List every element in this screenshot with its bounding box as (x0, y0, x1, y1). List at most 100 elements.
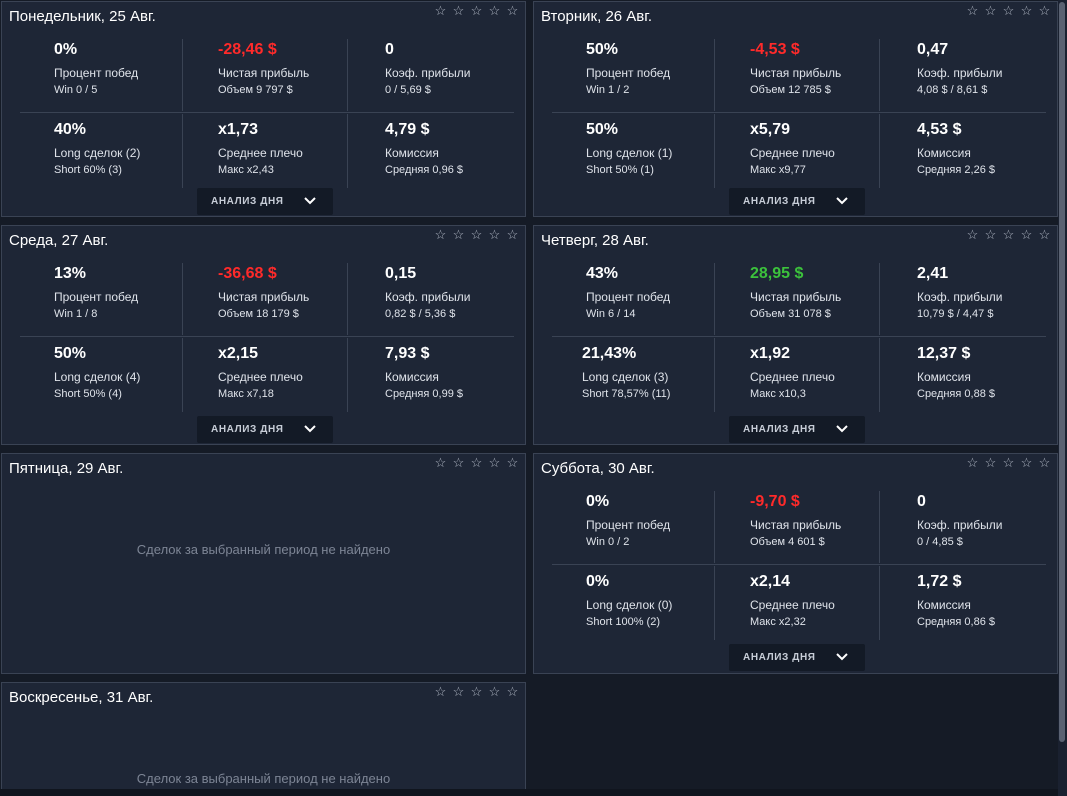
long-pct-value: 40% (54, 121, 87, 138)
day-analysis-label: АНАЛИЗ ДНЯ (743, 652, 816, 663)
star-icon[interactable]: ☆ (452, 3, 466, 18)
star-icon[interactable]: ☆ (1038, 3, 1052, 18)
star-icon[interactable]: ☆ (470, 684, 484, 699)
day-title: Воскресенье, 31 Авг. (9, 689, 154, 706)
star-icon[interactable]: ☆ (506, 684, 520, 699)
long-pct-value: 0% (586, 573, 610, 590)
profit-factor-metric: 0,15 Коэф. прибыли 0,82 $ / 5,36 $ (351, 260, 516, 332)
star-icon[interactable]: ☆ (1020, 227, 1034, 242)
star-icon[interactable]: ☆ (966, 455, 980, 470)
star-icon[interactable]: ☆ (984, 3, 998, 18)
star-icon[interactable]: ☆ (434, 3, 448, 18)
star-icon[interactable]: ☆ (488, 455, 502, 470)
net-profit-label: Чистая прибыль (218, 290, 310, 304)
profit-factor-value: 2,41 (917, 265, 949, 282)
net-profit-value: -4,53 $ (750, 41, 800, 58)
rating-stars: ☆ ☆ ☆ ☆ ☆ (964, 455, 1054, 471)
net-profit-value: -9,70 $ (750, 493, 800, 510)
star-icon[interactable]: ☆ (488, 227, 502, 242)
net-profit-metric: -36,68 $ Чистая прибыль Объем 18 179 $ (185, 260, 350, 332)
star-icon[interactable]: ☆ (470, 455, 484, 470)
day-analysis-button[interactable]: АНАЛИЗ ДНЯ (197, 416, 333, 443)
day-analysis-label: АНАЛИЗ ДНЯ (211, 196, 284, 207)
star-icon[interactable]: ☆ (1038, 455, 1052, 470)
day-analysis-button[interactable]: АНАЛИЗ ДНЯ (197, 188, 333, 215)
star-icon[interactable]: ☆ (506, 455, 520, 470)
win-rate-value: 13% (54, 265, 87, 282)
rating-stars: ☆ ☆ ☆ ☆ ☆ (432, 684, 522, 700)
max-leverage-sub: Макс x7,18 (218, 388, 274, 400)
star-icon[interactable]: ☆ (1002, 227, 1016, 242)
star-icon[interactable]: ☆ (1002, 455, 1016, 470)
net-profit-metric: -9,70 $ Чистая прибыль Объем 4 601 $ (717, 488, 882, 560)
star-icon[interactable]: ☆ (452, 684, 466, 699)
profit-factor-label: Коэф. прибыли (917, 290, 1003, 304)
empty-state-message: Сделок за выбранный период не найдено (136, 771, 391, 786)
leverage-label: Среднее плечо (218, 146, 303, 160)
avg-fee-sub: Средняя 0,88 $ (917, 388, 995, 400)
profit-factor-sub: 10,79 $ / 4,47 $ (917, 308, 994, 320)
leverage-metric: x2,14 Среднее плечо Макс x2,32 (717, 568, 882, 640)
star-icon[interactable]: ☆ (966, 3, 980, 18)
long-trades-metric: 0% Long сделок (0) Short 100% (2) (552, 568, 717, 640)
long-trades-metric: 50% Long сделок (1) Short 50% (1) (552, 116, 717, 188)
rating-stars: ☆ ☆ ☆ ☆ ☆ (964, 227, 1054, 243)
vertical-scrollbar[interactable] (1058, 0, 1067, 796)
star-icon[interactable]: ☆ (434, 684, 448, 699)
star-icon[interactable]: ☆ (470, 227, 484, 242)
scrollbar-thumb[interactable] (1059, 2, 1065, 742)
star-icon[interactable]: ☆ (434, 227, 448, 242)
day-analysis-button[interactable]: АНАЛИЗ ДНЯ (729, 188, 865, 215)
star-icon[interactable]: ☆ (506, 3, 520, 18)
day-title: Четверг, 28 Авг. (541, 232, 649, 249)
profit-factor-sub: 4,08 $ / 8,61 $ (917, 84, 988, 96)
profit-factor-label: Коэф. прибыли (385, 66, 471, 80)
metrics-grid: 43% Процент побед Win 6 / 14 28,95 $ Чис… (552, 260, 1048, 415)
fee-value: 7,93 $ (385, 345, 430, 362)
star-icon[interactable]: ☆ (1002, 3, 1016, 18)
net-profit-value: 28,95 $ (750, 265, 804, 282)
star-icon[interactable]: ☆ (434, 455, 448, 470)
star-icon[interactable]: ☆ (452, 227, 466, 242)
fee-value: 4,53 $ (917, 121, 962, 138)
profit-factor-metric: 0 Коэф. прибыли 0 / 4,85 $ (883, 488, 1048, 560)
profit-factor-sub: 0 / 5,69 $ (385, 84, 431, 96)
star-icon[interactable]: ☆ (1020, 3, 1034, 18)
net-profit-label: Чистая прибыль (750, 66, 842, 80)
long-trades-label: Long сделок (0) (586, 598, 673, 612)
day-card-saturday: Суббота, 30 Авг. ☆ ☆ ☆ ☆ ☆ 0% Процент побед … (533, 453, 1058, 674)
day-title: Среда, 27 Авг. (9, 232, 109, 249)
metrics-grid: 13% Процент побед Win 1 / 8 -36,68 $ Чис… (20, 260, 516, 415)
leverage-metric: x2,15 Среднее плечо Макс x7,18 (185, 340, 350, 412)
star-icon[interactable]: ☆ (984, 227, 998, 242)
fee-value: 1,72 $ (917, 573, 962, 590)
long-trades-label: Long сделок (4) (54, 370, 141, 384)
fee-metric: 4,53 $ Комиссия Средняя 2,26 $ (883, 116, 1048, 188)
net-profit-label: Чистая прибыль (218, 66, 310, 80)
star-icon[interactable]: ☆ (488, 684, 502, 699)
long-trades-label: Long сделок (2) (54, 146, 141, 160)
star-icon[interactable]: ☆ (506, 227, 520, 242)
star-icon[interactable]: ☆ (488, 3, 502, 18)
day-analysis-button[interactable]: АНАЛИЗ ДНЯ (729, 416, 865, 443)
star-icon[interactable]: ☆ (452, 455, 466, 470)
win-rate-metric: 50% Процент побед Win 1 / 2 (552, 36, 717, 108)
day-analysis-button[interactable]: АНАЛИЗ ДНЯ (729, 644, 865, 671)
star-icon[interactable]: ☆ (1020, 455, 1034, 470)
fee-label: Комиссия (917, 598, 971, 612)
star-icon[interactable]: ☆ (966, 227, 980, 242)
fee-label: Комиссия (917, 370, 971, 384)
star-icon[interactable]: ☆ (470, 3, 484, 18)
avg-fee-sub: Средняя 0,86 $ (917, 616, 995, 628)
fee-label: Комиссия (385, 370, 439, 384)
win-rate-value: 0% (54, 41, 78, 58)
star-icon[interactable]: ☆ (1038, 227, 1052, 242)
profit-factor-value: 0,15 (385, 265, 417, 282)
star-icon[interactable]: ☆ (984, 455, 998, 470)
metrics-grid: 0% Процент побед Win 0 / 5 -28,46 $ Чист… (20, 36, 516, 191)
leverage-metric: x1,73 Среднее плечо Макс x2,43 (185, 116, 350, 188)
leverage-value: x1,92 (750, 345, 791, 362)
net-profit-metric: -28,46 $ Чистая прибыль Объем 9 797 $ (185, 36, 350, 108)
long-trades-label: Long сделок (1) (586, 146, 673, 160)
metrics-grid: 0% Процент побед Win 0 / 2 -9,70 $ Чиста… (552, 488, 1048, 643)
